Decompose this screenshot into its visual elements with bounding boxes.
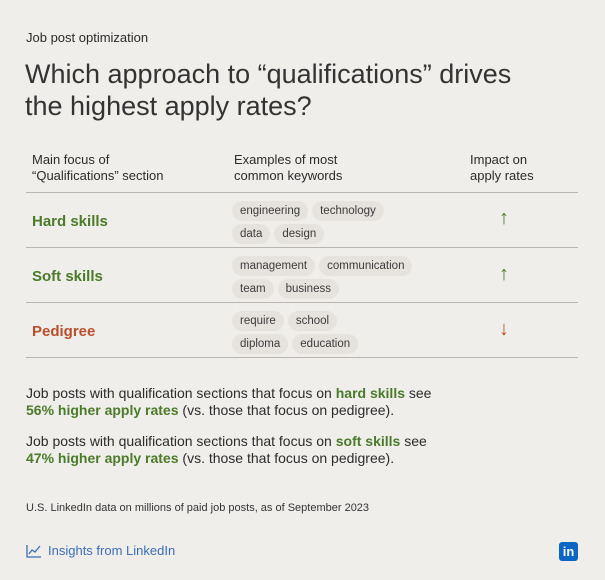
insights-brand: Insights from LinkedIn	[26, 543, 175, 558]
keyword-chip: management	[232, 256, 316, 276]
column-header-focus: Main focus of “Qualifications” section	[32, 152, 164, 183]
keyword-chips-soft-skills: management communication team business	[232, 256, 452, 302]
keyword-chip: technology	[312, 201, 384, 221]
arrow-down-icon: ↓	[499, 318, 509, 340]
keyword-chip: require	[232, 311, 284, 331]
keyword-chips-hard-skills: engineering technology data design	[232, 201, 452, 247]
keyword-chip: business	[277, 279, 339, 299]
table-divider	[26, 192, 578, 193]
line-chart-icon	[26, 544, 41, 558]
keyword-chip: diploma	[232, 334, 289, 354]
keyword-chip: design	[274, 224, 325, 244]
row-label-hard-skills: Hard skills	[32, 213, 108, 230]
row-label-soft-skills: Soft skills	[32, 268, 103, 285]
column-header-keywords: Examples of most common keywords	[234, 152, 343, 183]
finding-hard-skills: Job posts with qualification sections th…	[26, 385, 432, 418]
finding-soft-skills: Job posts with qualification sections th…	[26, 433, 427, 466]
table-divider	[26, 247, 578, 248]
keyword-chip: engineering	[232, 201, 309, 221]
keyword-chip: data	[232, 224, 271, 244]
keyword-chip: school	[287, 311, 338, 331]
keyword-chips-pedigree: require school diploma education	[232, 311, 452, 357]
table-divider	[26, 302, 578, 303]
keyword-chip: education	[292, 334, 359, 354]
table-divider	[26, 357, 578, 358]
column-header-impact: Impact on apply rates	[470, 152, 534, 183]
brand-text: Insights from LinkedIn	[48, 543, 176, 558]
eyebrow-label: Job post optimization	[26, 30, 149, 45]
arrow-up-icon: ↑	[499, 207, 509, 229]
keyword-chip: team	[232, 279, 274, 299]
linkedin-logo: in	[559, 542, 578, 561]
page-title: Which approach to “qualifications” drive…	[25, 59, 512, 121]
keyword-chip: communication	[319, 256, 413, 276]
arrow-up-icon: ↑	[499, 263, 509, 285]
row-label-pedigree: Pedigree	[32, 323, 96, 340]
source-footnote: U.S. LinkedIn data on millions of paid j…	[26, 502, 370, 514]
